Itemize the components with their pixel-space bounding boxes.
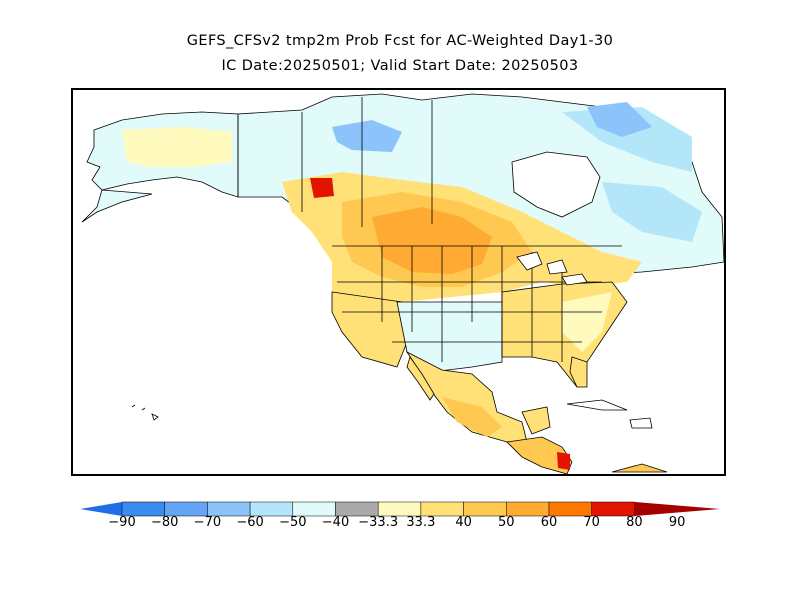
colorbar-tick-label: −60 [236, 515, 264, 530]
colorbar-box [207, 501, 251, 517]
colorbar-box [420, 501, 464, 517]
colorbar-box [377, 501, 422, 517]
colorbar-box [335, 501, 379, 517]
east-coast-light [562, 292, 612, 352]
cold-patch-arctic [332, 120, 402, 152]
colorbar-box [249, 501, 294, 517]
lakes [516, 251, 588, 286]
warm-region-strong [372, 207, 492, 274]
hispaniola [629, 417, 653, 429]
south-america-tip [611, 463, 668, 473]
colorbar-tick-label: −40 [321, 515, 350, 530]
central-america-red [557, 452, 570, 470]
colorbar-box [164, 501, 208, 517]
colorbar-tick-label: −33.3 [358, 515, 399, 530]
colorbar-tick-label: −90 [108, 515, 136, 530]
chart-subtitle: IC Date:20250501; Valid Start Date: 2025… [221, 58, 579, 74]
florida [569, 356, 588, 388]
colorbar-left-arrow [80, 502, 122, 516]
colorbar-box [506, 501, 550, 517]
cold-patch-ne-canada [587, 102, 652, 137]
mexico-warm [442, 397, 502, 437]
alaska-warm-patch [122, 127, 232, 167]
colorbar-box [121, 501, 165, 517]
colorbar-tick-label: −80 [150, 515, 179, 530]
colorbar-box [548, 501, 592, 517]
colorbar-tick-label: 80 [626, 515, 643, 530]
cold-patch-labrador [602, 182, 702, 242]
yucatan [521, 406, 551, 435]
colorbar-box [292, 501, 336, 517]
colorbar-tick-label: 60 [540, 515, 558, 530]
hudson-bay [511, 151, 601, 218]
colorbar-tick-label: 40 [455, 515, 472, 530]
map-panel [71, 88, 726, 476]
colorbar-right-arrow [634, 502, 720, 516]
cuba [566, 399, 628, 411]
colorbar-tick-label: 90 [668, 515, 686, 530]
colorbar-box [463, 501, 507, 517]
forecast-map [81, 93, 724, 474]
colorbar-tick-label: −50 [279, 515, 307, 530]
state-borders [237, 97, 622, 362]
cold-patch-east [562, 107, 692, 172]
alaska-peninsula [81, 189, 153, 223]
colorbar-tick-label: 33.3 [406, 515, 436, 530]
colorbar-tick-label: 50 [498, 515, 515, 530]
colorbar-tick-label: −70 [193, 515, 222, 530]
baja-california [406, 356, 435, 401]
colorbar-tick-label: 70 [583, 515, 600, 530]
colorbar-box [591, 501, 635, 517]
hawaii [131, 404, 159, 421]
chart-title: GEFS_CFSv2 tmp2m Prob Fcst for AC-Weight… [186, 33, 614, 49]
warm-spot-red [310, 178, 334, 198]
